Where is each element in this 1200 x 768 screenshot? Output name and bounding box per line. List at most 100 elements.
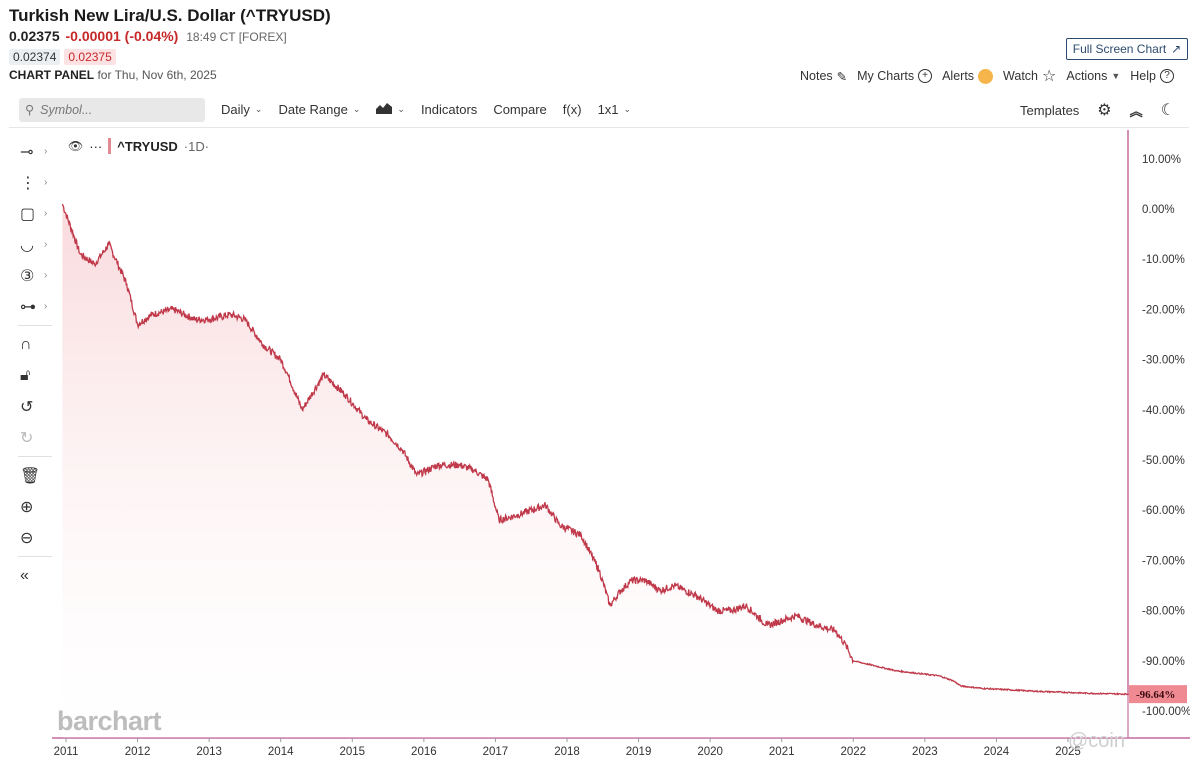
layout-label: 1x1 — [597, 102, 619, 117]
period-dropdown[interactable]: Daily ⌄ — [221, 102, 262, 117]
function-label: f(x) — [562, 102, 582, 117]
undo-button[interactable]: ↺ — [12, 391, 52, 422]
x-tick-label: 2019 — [626, 746, 652, 758]
y-tick-label: -70.00% — [1142, 555, 1185, 567]
x-tick-label: 2020 — [697, 746, 723, 758]
chevron-right-icon: › — [44, 146, 48, 157]
dark-mode-moon-icon[interactable]: ☾ — [1160, 102, 1175, 119]
source-watermark: @coin — [1068, 730, 1125, 752]
undo-icon: ↺ — [20, 398, 34, 416]
indicators-label: Indicators — [420, 102, 478, 117]
chevron-right-icon: › — [44, 270, 48, 281]
actions-label: Actions — [1066, 69, 1108, 83]
settings-gear-icon[interactable]: ⚙ — [1097, 102, 1112, 119]
star-icon: ☆ — [1042, 68, 1057, 85]
chevron-right-icon: › — [44, 177, 48, 188]
series-area-fill — [62, 204, 1129, 738]
full-screen-label: Full Screen Chart — [1072, 42, 1167, 56]
chart-toolbar: ⚲ Symbol... Daily ⌄ Date Range ⌄ ⌄ Indic… — [9, 92, 1189, 128]
date-range-dropdown[interactable]: Date Range ⌄ — [278, 102, 360, 117]
area-chart-icon — [376, 102, 393, 117]
series-color-swatch — [108, 138, 112, 154]
chevron-right-icon: › — [44, 301, 48, 312]
full-screen-chart-button[interactable]: Full Screen Chart ↗ — [1066, 38, 1188, 60]
actions-menu[interactable]: Actions ▼ — [1066, 66, 1120, 86]
top-actions: Notes ✎ My Charts + Alerts Watch ☆ Actio… — [800, 66, 1174, 86]
panel-date: for Thu, Nov 6th, 2025 — [97, 68, 217, 82]
y-tick-label: 0.00% — [1142, 204, 1175, 216]
y-tick-label: -30.00% — [1142, 355, 1185, 367]
lock-tool[interactable]: 🔓︎ — [12, 360, 52, 391]
alerts-label: Alerts — [942, 69, 975, 83]
x-tick-label: 2015 — [339, 746, 365, 758]
number-marker-tool[interactable]: ③ › — [12, 260, 52, 291]
chart-type-dropdown[interactable]: ⌄ — [376, 102, 405, 117]
search-placeholder: Symbol... — [40, 102, 93, 117]
question-icon: ? — [1160, 69, 1174, 83]
function-button[interactable]: f(x) — [563, 102, 582, 117]
chevron-down-icon: ⌄ — [352, 104, 361, 114]
sidebar-divider — [18, 556, 52, 557]
price-chart[interactable]: 10.00% 0.00% -10.00% -20.00% -30.00% -40.00% -… — [52, 130, 1190, 766]
period-label: Daily — [221, 102, 250, 117]
measure-tool[interactable]: ⊶ › — [12, 291, 52, 322]
layout-dropdown[interactable]: 1x1 ⌄ — [598, 102, 632, 117]
legend-symbol: ^TRYUSD — [117, 138, 178, 154]
symbol-search-input[interactable]: ⚲ Symbol... — [19, 97, 205, 122]
double-chevron-left-icon: « — [20, 566, 29, 584]
notes-label: Notes — [800, 69, 833, 83]
compare-button[interactable]: Compare — [493, 102, 546, 117]
chevron-down-icon: ⌄ — [254, 104, 263, 114]
y-tick-label: -90.00% — [1142, 656, 1185, 668]
my-charts-button[interactable]: My Charts + — [857, 66, 933, 86]
compare-label: Compare — [493, 102, 547, 117]
chevron-right-icon: › — [44, 208, 48, 219]
x-tick-label: 2018 — [554, 746, 580, 758]
sidebar-divider — [18, 325, 52, 326]
eye-icon[interactable]: 👁︎ — [68, 139, 84, 153]
redo-button[interactable]: ↻ — [12, 422, 52, 453]
delete-button[interactable]: 🗑︎ — [12, 460, 52, 491]
last-value-label: -96.64% — [1136, 689, 1175, 701]
ask-price: 0.02375 — [64, 49, 116, 65]
collapse-sidebar-button[interactable]: « — [12, 560, 52, 591]
curve-tool[interactable]: ◡ › — [12, 229, 52, 260]
help-button[interactable]: Help ? — [1130, 66, 1174, 86]
y-tick-label: -50.00% — [1142, 455, 1185, 467]
y-tick-label: -100.00% — [1142, 706, 1190, 718]
trend-line-tool[interactable]: ⋮ › — [12, 167, 52, 198]
y-tick-label: -10.00% — [1142, 254, 1185, 266]
magnet-tool[interactable]: ∩ — [12, 329, 52, 360]
alerts-button[interactable]: Alerts — [942, 66, 994, 86]
date-range-label: Date Range — [278, 102, 348, 117]
rectangle-tool[interactable]: ▢ › — [12, 198, 52, 229]
indicators-button[interactable]: Indicators — [421, 102, 477, 117]
templates-button[interactable]: Templates — [1020, 102, 1080, 118]
crosshair-tool[interactable]: ⊸ › — [12, 136, 52, 167]
page-title: Turkish New Lira/U.S. Dollar (^TRYUSD) — [9, 6, 331, 25]
redo-icon: ↻ — [20, 429, 34, 447]
chevron-down-icon: ⌄ — [623, 104, 632, 114]
notes-button[interactable]: Notes ✎ — [800, 66, 847, 86]
quote-timestamp: 18:49 CT [FOREX] — [186, 30, 287, 44]
chart-panel-label: CHART PANEL for Thu, Nov 6th, 2025 — [9, 68, 217, 82]
last-value-badge — [1129, 685, 1187, 704]
drawing-tools-sidebar: ⊸ › ⋮ › ▢ › ◡ › ③ › ⊶ › ∩ 🔓︎ ↺ ↻ 🗑︎ ⊕ ⊖ « — [12, 136, 52, 591]
x-tick-label: 2023 — [912, 746, 938, 758]
zoom-out-button[interactable]: ⊖ — [12, 522, 52, 553]
watch-button[interactable]: Watch ☆ — [1003, 66, 1056, 86]
x-tick-label: 2011 — [54, 746, 79, 758]
crosshair-icon: ⊸ — [20, 143, 34, 161]
more-options-icon[interactable]: ··· — [89, 138, 103, 154]
x-tick-label: 2017 — [483, 746, 509, 758]
y-tick-label: 10.00% — [1142, 154, 1181, 166]
edit-note-icon: ✎ — [836, 69, 848, 84]
x-tick-label: 2012 — [125, 746, 151, 758]
zoom-in-button[interactable]: ⊕ — [12, 491, 52, 522]
my-charts-label: My Charts — [857, 69, 915, 83]
chevron-right-icon: › — [44, 239, 48, 250]
x-tick-label: 2013 — [196, 746, 222, 758]
collapse-up-icon[interactable]: ︽ — [1129, 103, 1143, 119]
watch-label: Watch — [1003, 69, 1039, 83]
price-change: -0.00001 (-0.04%) — [65, 28, 179, 44]
